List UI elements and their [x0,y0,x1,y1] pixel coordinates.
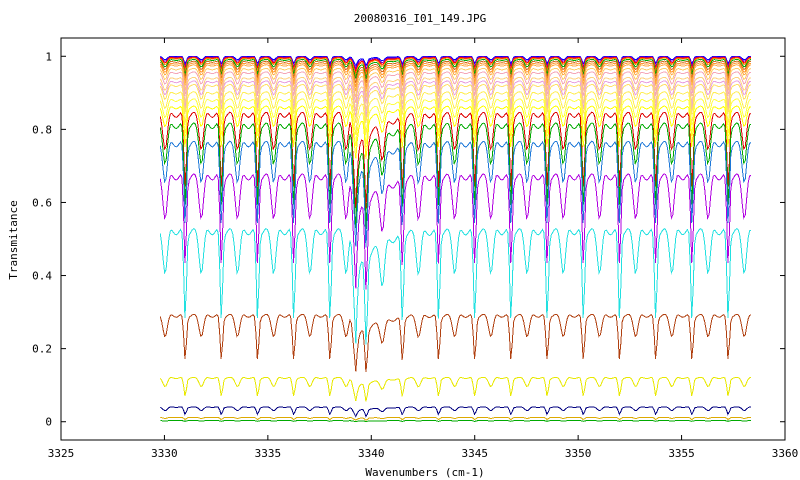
x-tick-label: 3325 [48,447,75,460]
series-line-4 [159,58,752,79]
y-axis-label: Transmitance [7,200,20,279]
series-line-25 [160,420,752,423]
x-axis-label: Wavenumbers (cm-1) [365,466,484,479]
series-line-23 [160,406,752,418]
series-line-16 [159,111,752,209]
y-tick-label: 0.6 [32,196,52,209]
series-line-22 [159,376,752,402]
series-line-12 [159,83,752,124]
series-line-18 [159,140,752,248]
series-line-20 [159,228,752,345]
x-tick-label: 3360 [772,447,799,460]
series-line-24 [160,416,752,421]
series-line-13 [159,91,752,136]
y-tick-label: 0.8 [32,123,52,136]
y-tick-label: 0.4 [32,270,52,283]
y-axis: 0 0.2 0.4 0.6 0.8 1 [32,50,785,429]
y-tick-label: 0 [45,416,52,429]
x-tick-label: 3355 [668,447,695,460]
x-axis: 3325 3330 3335 3340 3345 3350 3355 3360 [48,38,799,460]
x-tick-label: 3345 [461,447,488,460]
series-line-0 [160,55,752,67]
y-tick-label: 0.2 [32,343,52,356]
series-line-7 [159,64,752,92]
series-line-21 [159,313,752,373]
x-tick-label: 3335 [255,447,282,460]
series-line-15 [159,105,752,160]
series-layer [159,55,752,423]
x-tick-label: 3350 [565,447,592,460]
y-tick-label: 1 [45,50,52,63]
plot-frame [60,37,786,441]
chart-title: 20080316_I01_149.JPG [354,12,486,25]
series-line-14 [159,98,752,148]
x-tick-label: 3340 [358,447,385,460]
series-line-19 [159,173,752,290]
series-line-17 [159,122,752,230]
series-line-9 [159,71,752,104]
series-line-8 [159,67,752,98]
x-tick-label: 3330 [151,447,178,460]
